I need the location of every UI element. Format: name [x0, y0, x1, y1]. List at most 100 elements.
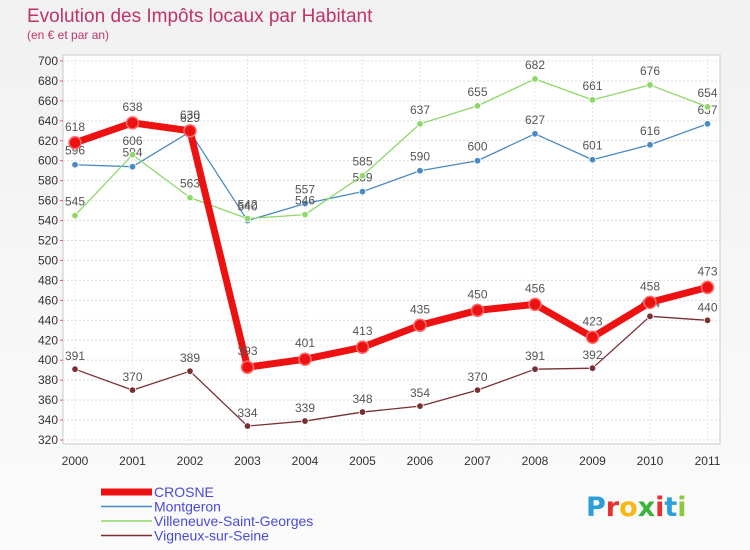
- data-label-vigneux-sur-seine: 392: [582, 348, 602, 362]
- data-label-villeneuve-saint-georges: 676: [640, 64, 660, 78]
- data-label-crosne: 401: [295, 336, 315, 350]
- x-tick-label: 2000: [62, 454, 89, 468]
- chart-title: Evolution des Impôts locaux par Habitant: [27, 6, 373, 27]
- data-point-crosne: [68, 136, 82, 150]
- x-tick-label: 2011: [695, 454, 721, 468]
- data-label-vigneux-sur-seine: 391: [525, 349, 545, 363]
- data-point-villeneuve-saint-georges: [186, 193, 194, 202]
- y-tick-label: 660: [38, 94, 58, 108]
- x-tick-label: 2009: [579, 454, 606, 468]
- data-label-vigneux-sur-seine: 339: [295, 401, 315, 415]
- x-tick-label: 2003: [234, 454, 261, 468]
- data-point-montgeron: [531, 130, 539, 138]
- series-line-crosne: [71, 119, 711, 371]
- x-tick-label: 2008: [522, 454, 549, 468]
- logo-letter: o: [619, 492, 638, 523]
- data-point-montgeron: [703, 120, 712, 128]
- x-tick-label: 2010: [637, 454, 664, 468]
- y-tick-label: 520: [38, 234, 58, 248]
- data-label-crosne: 423: [582, 314, 602, 328]
- data-point-vigneux-sur-seine: [473, 386, 482, 394]
- y-tick-label: 620: [38, 134, 58, 148]
- data-point-vigneux-sur-seine: [646, 312, 654, 321]
- data-point-crosne: [298, 352, 312, 366]
- data-label-villeneuve-saint-georges: 546: [295, 194, 315, 208]
- series-line-montgeron: [74, 123, 709, 222]
- data-label-vigneux-sur-seine: 391: [65, 349, 85, 363]
- series-line-vigneux-sur-seine: [74, 315, 709, 427]
- data-label-crosne: 413: [352, 324, 372, 338]
- data-point-crosne: [355, 340, 370, 354]
- data-point-montgeron: [71, 161, 79, 169]
- data-label-montgeron: 600: [467, 140, 487, 154]
- y-tick-label: 500: [38, 253, 58, 267]
- data-label-montgeron: 627: [525, 113, 545, 127]
- data-label-villeneuve-saint-georges: 545: [65, 195, 85, 209]
- data-point-villeneuve-saint-georges: [128, 151, 137, 159]
- x-tick-label: 2002: [177, 454, 204, 468]
- data-label-vigneux-sur-seine: 334: [237, 406, 257, 420]
- gridlines: [63, 55, 720, 444]
- x-tick-label: 2006: [407, 454, 434, 468]
- x-axis: 2000 2001 2002 2003 2004 2005 2006 2007 2008 2009…: [62, 454, 721, 468]
- data-label-crosne: 638: [122, 100, 142, 114]
- logo-letter: i: [655, 492, 664, 523]
- data-point-vigneux-sur-seine: [301, 417, 309, 425]
- x-tick-label: 2001: [119, 454, 146, 468]
- y-tick-label: 560: [38, 194, 58, 208]
- y-tick-label: 600: [38, 154, 58, 168]
- data-point-vigneux-sur-seine: [531, 365, 539, 373]
- proxiti-logo: Proxiti: [586, 492, 687, 523]
- data-point-villeneuve-saint-georges: [301, 210, 309, 219]
- data-label-villeneuve-saint-georges: 585: [352, 155, 372, 169]
- data-point-montgeron: [646, 141, 654, 149]
- data-label-villeneuve-saint-georges: 542: [237, 198, 257, 212]
- data-label-villeneuve-saint-georges: 606: [122, 134, 142, 148]
- x-tick-label: 2007: [464, 454, 491, 468]
- data-label-montgeron: 590: [410, 150, 430, 164]
- data-label-vigneux-sur-seine: 354: [410, 386, 430, 400]
- data-label-montgeron: 557: [295, 183, 315, 197]
- data-label-villeneuve-saint-georges: 654: [697, 86, 717, 100]
- y-tick-label: 680: [38, 74, 58, 88]
- y-tick-label: 360: [38, 393, 58, 407]
- y-tick-label: 380: [38, 373, 58, 387]
- data-label-villeneuve-saint-georges: 655: [467, 85, 487, 99]
- data-point-villeneuve-saint-georges: [416, 120, 424, 128]
- data-point-villeneuve-saint-georges: [358, 171, 367, 180]
- data-label-montgeron: 616: [640, 124, 660, 138]
- data-point-montgeron: [473, 157, 482, 165]
- data-point-montgeron: [358, 187, 367, 196]
- data-label-montgeron: 540: [237, 200, 257, 214]
- y-tick-label: 400: [38, 353, 58, 367]
- data-label-crosne: 473: [697, 264, 717, 278]
- data-point-crosne: [183, 124, 197, 138]
- data-label-crosne: 456: [525, 281, 545, 295]
- data-point-crosne: [125, 116, 140, 130]
- data-label-montgeron: 601: [582, 139, 602, 153]
- x-tick-label: 2004: [292, 454, 319, 468]
- data-point-crosne: [470, 303, 485, 318]
- data-point-vigneux-sur-seine: [71, 365, 79, 373]
- y-tick-label: 640: [38, 114, 58, 128]
- data-point-vigneux-sur-seine: [243, 422, 252, 430]
- logo-letter: P: [586, 492, 606, 523]
- data-point-vigneux-sur-seine: [358, 408, 367, 416]
- data-label-vigneux-sur-seine: 440: [697, 300, 717, 314]
- data-label-crosne: 450: [467, 287, 487, 301]
- chart-subtitle: (en € et par an): [27, 28, 109, 42]
- data-point-vigneux-sur-seine: [588, 364, 597, 372]
- data-point-vigneux-sur-seine: [186, 367, 194, 375]
- data-label-montgeron: 629: [180, 111, 200, 125]
- data-point-vigneux-sur-seine: [416, 402, 424, 410]
- legend: CROSNEMontgeronVilleneuve-Saint-GeorgesV…: [101, 484, 313, 544]
- legend-label-vigneux-sur-seine: Vigneux-sur-Seine: [154, 528, 269, 544]
- data-point-villeneuve-saint-georges: [588, 96, 597, 104]
- data-label-villeneuve-saint-georges: 661: [582, 79, 602, 93]
- y-tick-label: 700: [38, 54, 58, 68]
- logo-letter: i: [677, 492, 686, 523]
- y-tick-label: 540: [38, 214, 58, 228]
- data-point-montgeron: [128, 163, 137, 171]
- series-line-villeneuve-saint-georges: [74, 78, 709, 220]
